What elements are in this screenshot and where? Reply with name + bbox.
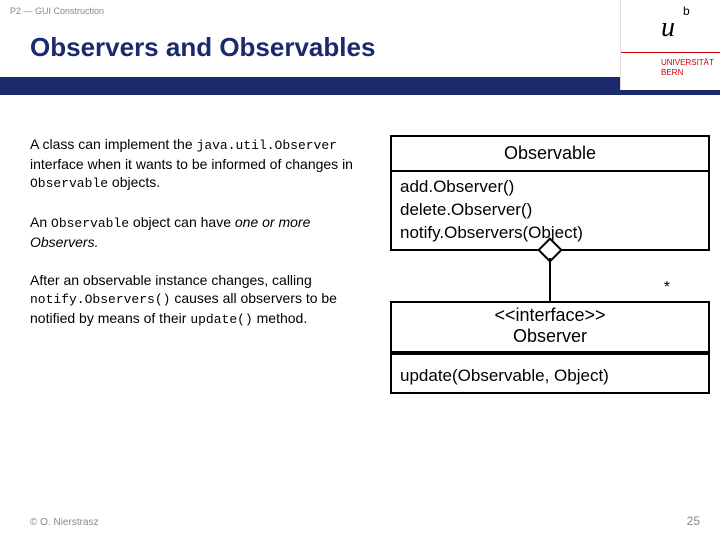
university-logo: u b UNIVERSITÄT BERN: [620, 0, 720, 90]
page-title: Observers and Observables: [30, 32, 690, 63]
text-column: A class can implement the java.util.Obse…: [30, 135, 370, 394]
title-bar: Observers and Observables: [0, 28, 720, 77]
uml-connector: *: [390, 251, 710, 301]
logo-u-glyph: u: [661, 12, 675, 44]
uml-empty-compartment: [392, 353, 708, 361]
uml-observable-box: Observable add.Observer() delete.Observe…: [390, 135, 710, 251]
connector-line: [549, 258, 551, 301]
uml-observer-box: <<interface>> Observer update(Observable…: [390, 301, 710, 394]
multiplicity-label: *: [664, 279, 670, 297]
paragraph-2: An Observable object can have one or mor…: [30, 213, 370, 251]
uml-observer-stereotype: <<interface>>: [392, 303, 708, 326]
logo-text: UNIVERSITÄT BERN: [661, 58, 714, 77]
breadcrumb: P2 — GUI Construction: [0, 0, 720, 28]
paragraph-1: A class can implement the java.util.Obse…: [30, 135, 370, 193]
footer-copyright: © O. Nierstrasz: [30, 517, 99, 528]
logo-divider: [621, 52, 720, 53]
uml-observer-name: Observer: [392, 326, 708, 353]
logo-b-glyph: b: [683, 4, 690, 18]
uml-observable-name: Observable: [392, 137, 708, 172]
paragraph-3: After an observable instance changes, ca…: [30, 271, 370, 329]
uml-observer-methods: update(Observable, Object): [392, 361, 708, 392]
content-area: A class can implement the java.util.Obse…: [0, 95, 720, 394]
uml-diagram: Observable add.Observer() delete.Observe…: [390, 135, 710, 394]
page-number: 25: [687, 514, 700, 528]
accent-bar: [0, 77, 720, 95]
